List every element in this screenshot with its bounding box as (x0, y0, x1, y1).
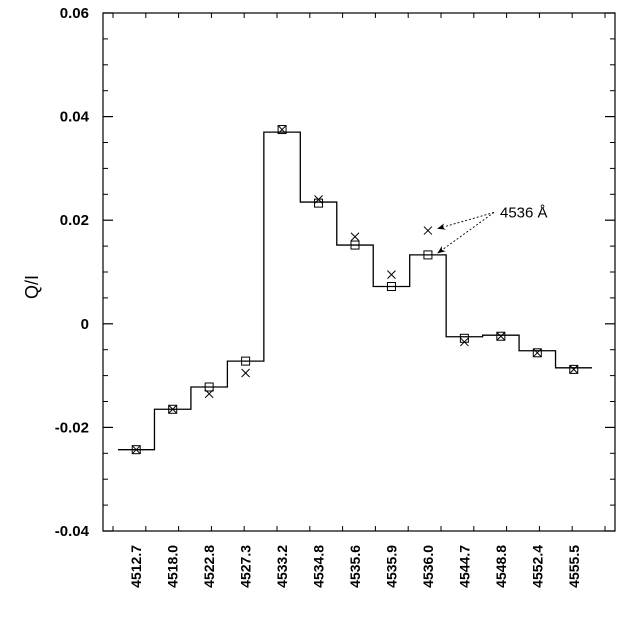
cross-point (277, 125, 287, 134)
square-point (423, 250, 433, 260)
x-tick-label: 4527.3 (238, 545, 254, 588)
x-tick-label: 4518.0 (165, 545, 181, 588)
square-point (350, 240, 360, 250)
y-tick-label: 0.06 (60, 5, 89, 22)
square-point (532, 348, 542, 358)
x-tick-label: 4535.6 (347, 545, 363, 588)
y-tick-label: 0 (81, 316, 89, 333)
plot-frame (102, 12, 616, 532)
y-tick-label: -0.02 (55, 419, 89, 436)
square-point (459, 333, 469, 343)
cross-point (350, 232, 360, 242)
x-tick-label: 4533.2 (274, 545, 290, 588)
x-tick-label: 4536.0 (420, 545, 436, 588)
square-point (204, 382, 214, 392)
y-tick-label: 0.02 (60, 212, 89, 229)
cross-point (496, 331, 506, 341)
y-tick-label: -0.04 (55, 523, 90, 540)
annotation-arrow (437, 212, 495, 254)
square-point (168, 404, 178, 414)
x-tick-label: 4555.5 (566, 545, 582, 588)
step-line (118, 131, 592, 451)
annotation-arrow (437, 211, 495, 230)
x-tick-label: 4522.8 (201, 545, 217, 588)
square-point (386, 282, 396, 292)
cross-point (387, 270, 396, 279)
cross-point (532, 348, 542, 358)
x-tick-label: 4548.8 (493, 545, 509, 588)
cross-point (168, 404, 178, 414)
annotation-layer: 4536 Å (437, 204, 548, 254)
annotation-label: 4536 Å (500, 204, 548, 221)
square-point (277, 125, 287, 135)
cross-point (131, 445, 141, 455)
step-line-layer (118, 131, 592, 451)
y-tick-label: 0.04 (60, 109, 90, 126)
x-tick-label: 4552.4 (529, 545, 545, 588)
cross-point (460, 337, 469, 347)
y-axis-label: Q/I (22, 275, 42, 299)
square-point (569, 364, 579, 374)
x-tick-label: 4534.8 (311, 545, 327, 588)
x-tick-label: 4512.7 (128, 545, 144, 588)
x-axis: 4512.7 4518.0 4522.8 4527.3 4533.2 4534.8 4535… (112, 13, 606, 588)
cross-point (423, 226, 433, 235)
cross-point (569, 365, 579, 374)
x-tick-label: 4535.9 (383, 545, 399, 588)
cross-point (241, 368, 250, 378)
marker-layer (131, 125, 579, 455)
y-axis: -0.04 -0.02 0 0.02 0.04 0.06 (55, 5, 615, 540)
square-point (241, 356, 251, 366)
cross-point (314, 195, 323, 204)
square-point (131, 445, 141, 455)
square-point (496, 331, 506, 341)
cross-point (204, 389, 214, 399)
square-point (314, 198, 324, 208)
x-tick-label: 4544.7 (456, 545, 472, 588)
